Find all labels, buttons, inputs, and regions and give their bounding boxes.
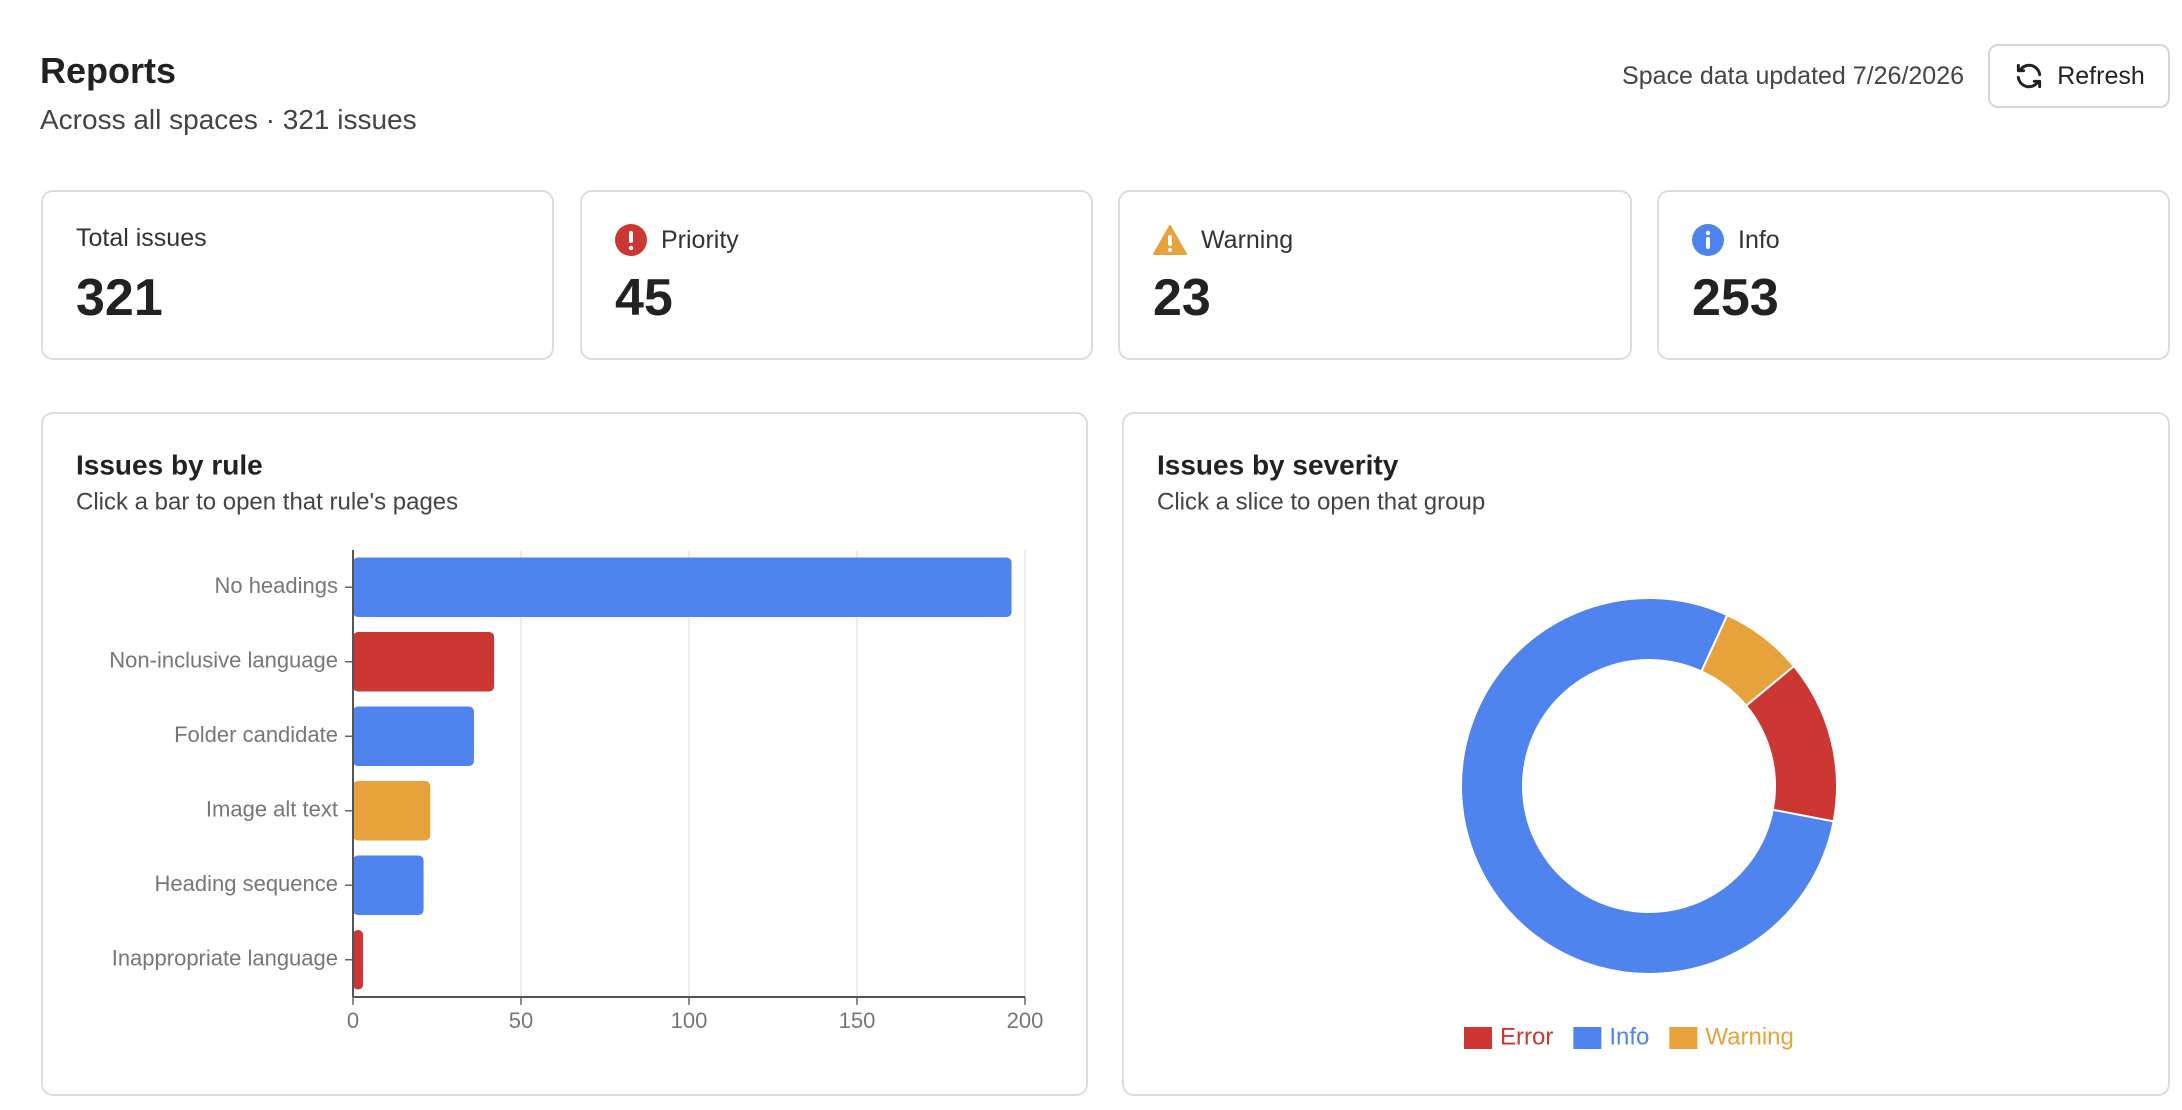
slice[interactable] — [1700, 613, 1796, 708]
stat-label: Warning — [1201, 225, 1294, 254]
refresh-label: Refresh — [2057, 61, 2145, 90]
donut-chart: Issues by severity Click a slice to open… — [1157, 449, 1838, 1050]
x-tick-label: 150 — [839, 1008, 876, 1033]
y-tick-label: Folder candidate — [174, 722, 338, 747]
updated-text: Space data updated 7/26/2026 — [1622, 62, 1964, 90]
chart-title: Issues by severity — [1157, 449, 1399, 480]
chart-subtitle: Click a slice to open that group — [1157, 488, 1485, 515]
page-title: Reports — [40, 50, 177, 91]
y-tick-label: Non-inclusive language — [109, 648, 338, 673]
legend-label: Warning — [1705, 1023, 1793, 1050]
legend-swatch — [1669, 1027, 1698, 1049]
slice[interactable] — [1460, 597, 1835, 975]
chart-card: Issues by rule Click a bar to open that … — [41, 412, 1088, 1096]
y-tick-label: Image alt text — [206, 797, 338, 822]
x-tick-label: 100 — [671, 1008, 708, 1033]
legend-swatch — [1573, 1027, 1602, 1049]
x-tick-label: 50 — [509, 1008, 533, 1033]
stat-card: Priority 45 — [580, 190, 1093, 360]
y-tick-label: Heading sequence — [155, 871, 338, 896]
stat-label: Priority — [661, 225, 739, 254]
stat-card: Warning 23 — [1118, 190, 1632, 360]
stat-label: Info — [1738, 225, 1780, 254]
bar[interactable] — [353, 631, 495, 692]
page-subtitle: Across all spaces · 321 issues — [40, 104, 417, 135]
stat-card: Total issues 321 — [41, 190, 554, 360]
y-tick-label: Inappropriate language — [112, 946, 338, 971]
chart-title: Issues by rule — [76, 449, 263, 480]
stat-value: 45 — [615, 269, 673, 327]
bar[interactable] — [353, 780, 431, 841]
warning-icon — [1153, 225, 1187, 255]
chart-card: Issues by severity Click a slice to open… — [1122, 412, 2170, 1096]
legend-swatch — [1464, 1027, 1492, 1049]
bar-chart: Issues by rule Click a bar to open that … — [76, 449, 1044, 1033]
bar[interactable] — [353, 706, 474, 767]
stat-value: 23 — [1153, 269, 1211, 327]
stat-label: Total issues — [76, 224, 207, 252]
chart-subtitle: Click a bar to open that rule's pages — [76, 488, 458, 515]
stat-card: Info 253 — [1657, 190, 2170, 360]
refresh-button[interactable]: Refresh — [1988, 44, 2170, 108]
legend-label: Info — [1609, 1023, 1649, 1050]
y-tick-label: No headings — [214, 573, 338, 598]
bar[interactable] — [353, 855, 424, 916]
refresh-icon — [2017, 63, 2042, 89]
x-tick-label: 200 — [1007, 1008, 1044, 1033]
stat-value: 321 — [76, 269, 163, 327]
info-icon — [1692, 224, 1724, 256]
stat-value: 253 — [1692, 269, 1779, 327]
bar[interactable] — [353, 929, 364, 990]
x-tick-label: 0 — [347, 1008, 359, 1033]
bar[interactable] — [353, 557, 1012, 618]
priority-icon — [615, 224, 647, 256]
legend-label: Error — [1500, 1023, 1553, 1050]
